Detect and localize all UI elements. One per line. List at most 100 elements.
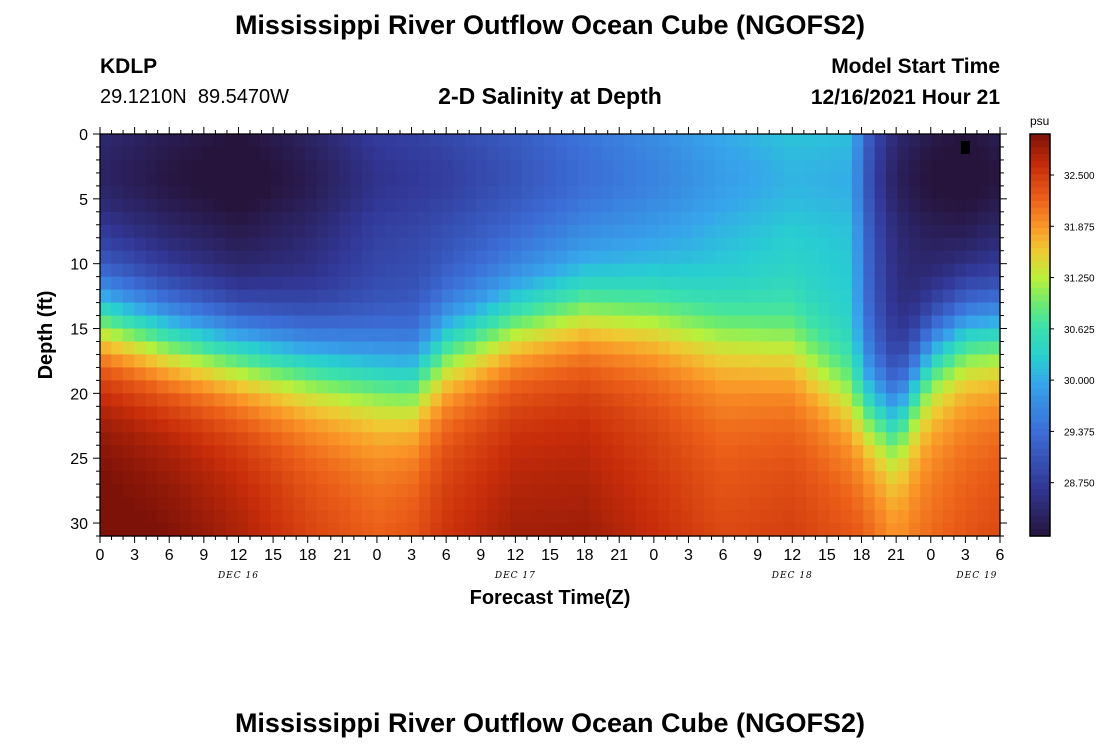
heatmap-cell — [772, 185, 785, 200]
x-tick-label: 6 — [719, 547, 728, 564]
heatmap-cell — [646, 497, 659, 511]
heatmap-cell — [339, 315, 352, 330]
heatmap-cell — [749, 250, 762, 265]
heatmap-cell — [863, 315, 876, 330]
heatmap-cell — [396, 523, 409, 537]
x-tick-label: 3 — [407, 547, 416, 564]
heatmap-cell — [977, 341, 990, 356]
heatmap-cell — [464, 419, 477, 433]
heatmap-cell — [100, 523, 112, 537]
heatmap-cell — [362, 237, 375, 252]
heatmap-cell — [248, 445, 261, 459]
heatmap-cell — [612, 211, 625, 226]
heatmap-cell — [817, 497, 830, 511]
heatmap-cell — [145, 250, 158, 265]
heatmap-cell — [772, 237, 785, 252]
heatmap-cell — [134, 224, 147, 239]
heatmap-cell — [145, 341, 158, 356]
colorbar-swatch — [1030, 442, 1050, 450]
heatmap-cell — [453, 523, 466, 537]
heatmap-cell — [532, 497, 545, 511]
heatmap-cell — [168, 419, 181, 433]
heatmap-cell — [453, 302, 466, 317]
heatmap-cell — [817, 276, 830, 291]
heatmap-cell — [384, 380, 397, 394]
heatmap-cell — [726, 354, 739, 369]
heatmap-cell — [350, 419, 363, 433]
heatmap-cell — [669, 419, 682, 433]
heatmap-cell — [840, 146, 853, 161]
heatmap-cell — [396, 172, 409, 187]
heatmap-cell — [703, 263, 716, 278]
y-axis-label: Depth (ft) — [35, 291, 57, 380]
colorbar-swatch — [1030, 247, 1050, 256]
heatmap-cell — [270, 419, 283, 433]
heatmap-cell — [202, 406, 215, 420]
heatmap-cell — [555, 367, 568, 381]
heatmap-cell — [977, 185, 990, 200]
heatmap-cell — [396, 289, 409, 304]
heatmap-cell — [362, 250, 375, 265]
heatmap-cell — [977, 250, 990, 265]
heatmap-cell — [145, 211, 158, 226]
heatmap-cell — [965, 237, 978, 252]
heatmap-cell — [829, 134, 842, 148]
heatmap-cell — [886, 289, 899, 304]
heatmap-cell — [145, 510, 158, 524]
heatmap-cell — [156, 250, 169, 265]
heatmap-cell — [612, 263, 625, 278]
heatmap-cell — [589, 198, 602, 213]
heatmap-cell — [863, 484, 876, 498]
heatmap-cell — [863, 302, 876, 317]
heatmap-cell — [692, 237, 705, 252]
heatmap-cell — [681, 367, 693, 381]
heatmap-cell — [977, 419, 990, 433]
heatmap-cell — [589, 445, 602, 459]
heatmap-cell — [293, 432, 306, 446]
heatmap-cell — [179, 289, 192, 304]
heatmap-cell — [407, 159, 420, 174]
colorbar-swatch — [1030, 341, 1050, 349]
heatmap-cell — [943, 354, 956, 369]
heatmap-cell — [373, 458, 386, 472]
heatmap-cell — [122, 406, 135, 420]
heatmap-cell — [715, 198, 728, 213]
heatmap-cell — [282, 393, 295, 407]
heatmap-cell — [703, 341, 716, 356]
heatmap-cell — [920, 134, 933, 148]
heatmap-cell — [156, 523, 169, 537]
heatmap-cell — [373, 328, 386, 343]
heatmap-cell — [191, 328, 204, 343]
heatmap-cell — [248, 484, 261, 498]
heatmap-cell — [829, 523, 842, 537]
heatmap-cell — [407, 250, 420, 265]
heatmap-cell — [920, 510, 933, 524]
heatmap-cell — [464, 159, 477, 174]
heatmap-cell — [772, 458, 785, 472]
heatmap-cell — [920, 419, 933, 433]
heatmap-cell — [145, 380, 158, 394]
heatmap-cell — [122, 302, 135, 317]
heatmap-cell — [430, 185, 443, 200]
heatmap-cell — [327, 172, 340, 187]
heatmap-cell — [487, 367, 500, 381]
heatmap-cell — [475, 159, 488, 174]
colorbar-swatch — [1030, 254, 1050, 262]
heatmap-cell — [965, 432, 978, 446]
heatmap-cell — [760, 146, 773, 161]
heatmap-cell — [692, 224, 705, 239]
heatmap-cell — [464, 380, 477, 394]
heatmap-cell — [179, 393, 192, 407]
heatmap-cell — [202, 224, 215, 239]
heatmap-cell — [988, 484, 1001, 498]
heatmap-cell — [510, 134, 523, 148]
heatmap-cell — [305, 146, 318, 161]
heatmap-cell — [829, 224, 842, 239]
heatmap-cell — [772, 172, 785, 187]
heatmap-cell — [635, 172, 648, 187]
heatmap-cell — [772, 328, 785, 343]
heatmap-cell — [282, 328, 295, 343]
heatmap-cell — [100, 237, 112, 252]
heatmap-cell — [407, 146, 420, 161]
